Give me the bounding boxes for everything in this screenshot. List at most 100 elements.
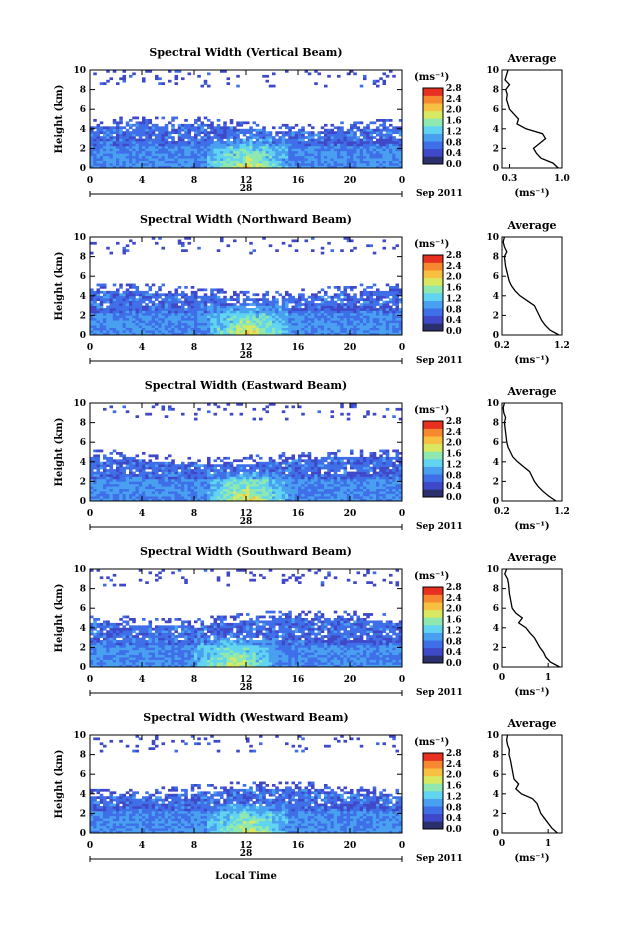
colorbar-tick-label: 2.0	[446, 273, 462, 283]
heatmap-cell	[197, 498, 201, 502]
heatmap-cell	[353, 160, 357, 164]
heatmap-cell	[177, 163, 182, 166]
heatmap-cell	[353, 300, 357, 304]
heatmap-cell	[372, 150, 377, 154]
x-tick-label: 8	[191, 343, 197, 353]
heatmap-cell	[207, 496, 211, 499]
heatmap-cell	[343, 466, 348, 470]
heatmap-cell	[112, 488, 117, 492]
heatmap-cell	[350, 317, 354, 321]
heatmap-cell	[138, 305, 143, 309]
heatmap-cell	[164, 464, 169, 467]
heatmap-cell	[145, 474, 149, 477]
heatmap-cell	[233, 491, 237, 494]
heatmap-cell	[93, 305, 97, 309]
heatmap-cell	[103, 131, 107, 134]
heatmap-cell	[255, 332, 260, 336]
heatmap-cell	[259, 320, 263, 324]
heatmap-cell	[376, 155, 380, 159]
heatmap-cell	[346, 322, 351, 326]
heatmap-cell	[340, 478, 344, 482]
heatmap-cell	[392, 303, 396, 306]
colorbar-segment	[423, 323, 443, 332]
heatmap-cell	[333, 498, 338, 502]
heatmap-cell	[213, 478, 218, 482]
heatmap-cell	[298, 325, 302, 328]
heatmap-cell	[275, 322, 279, 326]
heatmap-cell	[197, 145, 201, 149]
heatmap-cell	[229, 160, 234, 164]
heatmap-cell	[379, 327, 383, 331]
heatmap-cell	[90, 486, 94, 490]
heatmap-cell	[125, 491, 130, 494]
heatmap-cell	[148, 136, 153, 139]
heatmap-cell	[317, 496, 322, 499]
heatmap-cell	[372, 143, 377, 147]
heatmap-cell	[116, 466, 120, 470]
heatmap-cell	[194, 317, 198, 321]
heatmap-cell	[90, 136, 94, 139]
heatmap-cell	[220, 290, 224, 294]
heatmap-cell	[346, 136, 351, 139]
heatmap-cell	[268, 300, 273, 304]
heatmap-cell	[278, 496, 283, 499]
heatmap-cell	[177, 138, 182, 142]
heatmap-cell	[216, 491, 221, 494]
heatmap-cell	[220, 483, 224, 487]
heatmap-cell	[96, 128, 101, 132]
heatmap-cell	[255, 300, 260, 304]
heatmap-cell	[142, 148, 146, 152]
heatmap-cell	[275, 476, 279, 480]
heatmap-cell	[190, 327, 195, 331]
heatmap-cell	[376, 141, 380, 144]
heatmap-cell	[268, 476, 273, 480]
heatmap-cell	[226, 126, 231, 130]
heatmap-cell	[181, 165, 185, 169]
heatmap-cell	[307, 454, 312, 458]
heatmap-cell	[291, 165, 296, 169]
heatmap-cell	[197, 310, 201, 314]
heatmap-cell	[174, 493, 179, 497]
heatmap-cell	[200, 330, 205, 333]
heatmap-cell	[275, 303, 279, 306]
heatmap-cell	[138, 165, 143, 169]
heatmap-cell	[242, 476, 247, 480]
heatmap-cell	[343, 155, 348, 159]
heatmap-cell	[314, 312, 318, 316]
heatmap-cell	[314, 141, 318, 144]
heatmap-cell	[220, 148, 224, 152]
heatmap-cell	[320, 300, 325, 304]
heatmap-cell	[93, 320, 97, 324]
heatmap-cell	[285, 327, 289, 331]
heatmap-cell	[142, 153, 146, 157]
heatmap-cell	[307, 322, 312, 326]
heatmap-cell	[311, 322, 315, 326]
day-label: 28	[240, 184, 253, 194]
heatmap-cell	[203, 133, 208, 137]
heatmap-cell	[96, 459, 101, 463]
heatmap-cell	[216, 126, 221, 130]
avg-y-tick-label: 10	[486, 66, 499, 76]
heatmap-cell	[298, 141, 302, 144]
heatmap-cell	[272, 498, 276, 502]
heatmap-cell	[210, 163, 214, 166]
heatmap-cell	[262, 327, 266, 331]
heatmap-cell	[109, 322, 114, 326]
heatmap-cell	[106, 474, 110, 477]
heatmap-cell	[148, 312, 153, 316]
heatmap-cell	[116, 325, 120, 328]
heatmap-cell	[132, 481, 136, 485]
heatmap-cell	[106, 290, 110, 294]
heatmap-cell	[112, 317, 117, 321]
heatmap-cell	[291, 126, 296, 130]
heatmap-cell	[145, 150, 149, 154]
heatmap-cell	[385, 305, 390, 309]
heatmap-cell	[259, 310, 263, 314]
heatmap-cell	[90, 498, 94, 502]
heatmap-cell	[317, 410, 322, 414]
heatmap-cell	[142, 452, 146, 455]
heatmap-cell	[327, 128, 331, 132]
heatmap-cell	[285, 476, 289, 480]
heatmap-cell	[142, 310, 146, 314]
heatmap-cell	[93, 322, 97, 326]
